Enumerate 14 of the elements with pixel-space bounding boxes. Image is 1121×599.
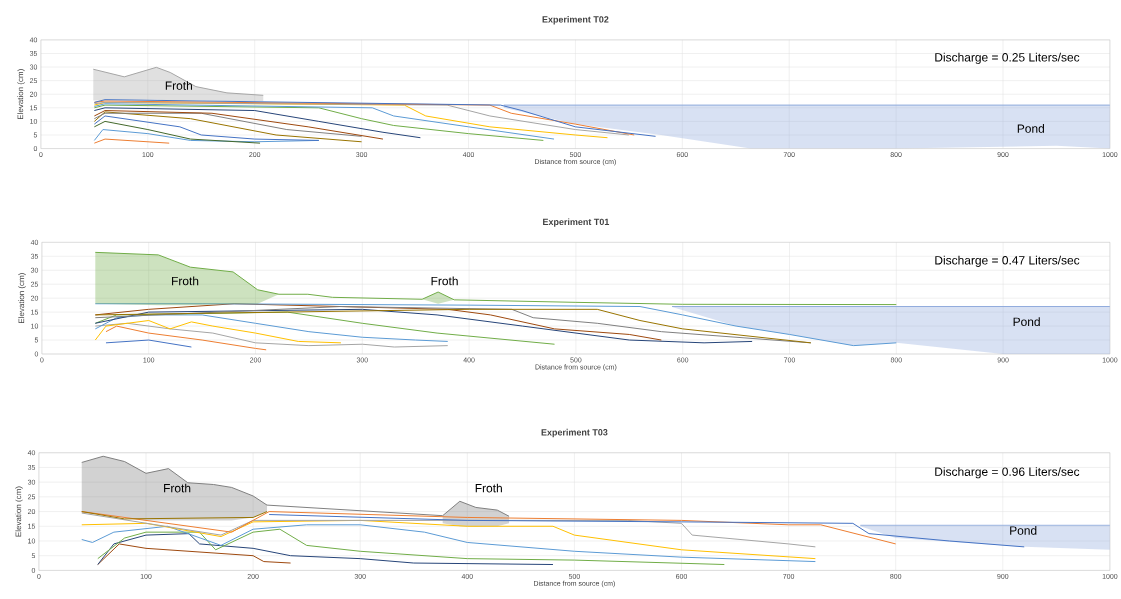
annotation: Discharge = 0.96 Liters/sec bbox=[935, 467, 1080, 479]
chart-title: Experiment T02 bbox=[542, 15, 609, 25]
annotation: Pond bbox=[1013, 317, 1040, 326]
annotation: Froth bbox=[165, 80, 192, 90]
annotation: Discharge = 0.47 Liters/sec bbox=[935, 255, 1080, 267]
annotation: Froth bbox=[475, 483, 502, 493]
annotation: Froth bbox=[164, 483, 191, 493]
annotation: Froth bbox=[431, 276, 458, 286]
annotation: Pond bbox=[1017, 123, 1044, 133]
annotation: Pond bbox=[1010, 525, 1037, 535]
annotation: Discharge = 0.25 Liters/sec bbox=[935, 52, 1080, 64]
annotation: Froth bbox=[172, 276, 199, 286]
chart-title: Experiment T03 bbox=[541, 428, 608, 438]
chart-title: Experiment T01 bbox=[543, 218, 610, 227]
